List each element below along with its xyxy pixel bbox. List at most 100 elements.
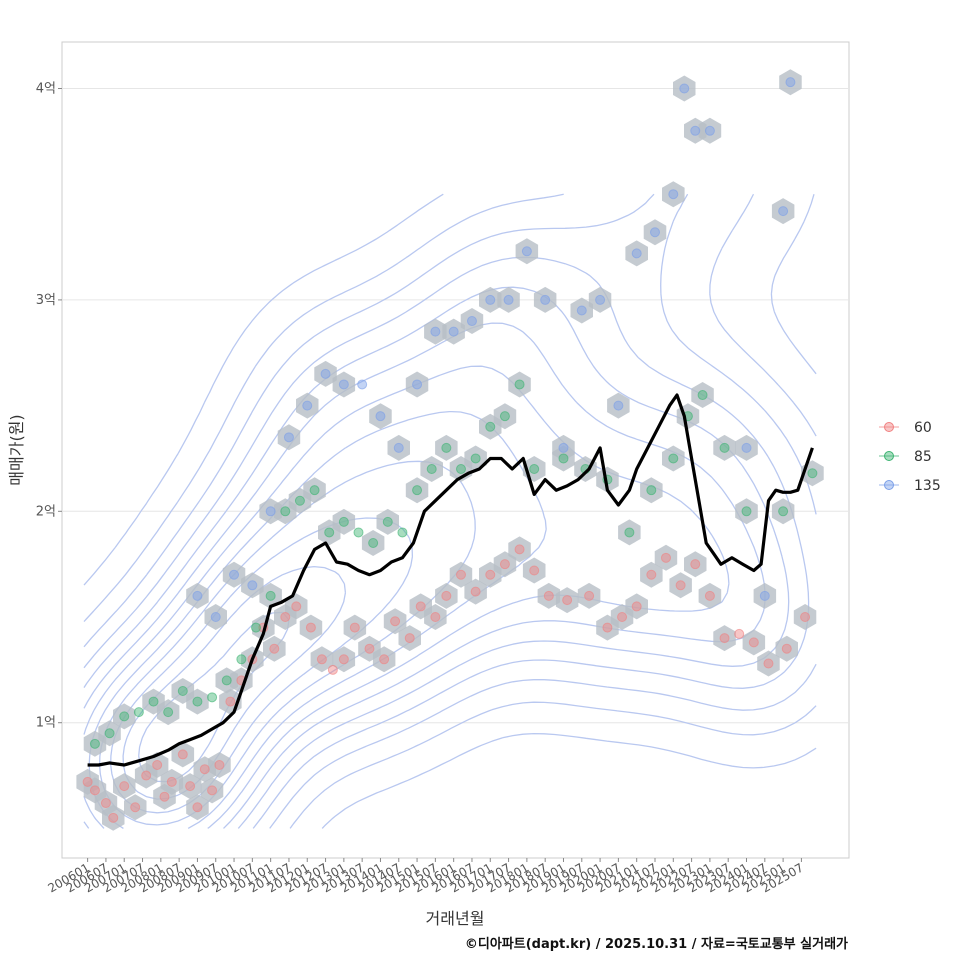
hex-bin (200, 777, 224, 804)
point-60 (166, 776, 177, 787)
point-85 (251, 622, 262, 633)
legend-key-135 (884, 480, 894, 490)
hex-bin (277, 424, 301, 451)
point-60 (214, 759, 225, 770)
point-60 (152, 759, 163, 770)
density-contour (83, 193, 817, 829)
point-85 (324, 527, 335, 538)
point-60 (781, 643, 792, 654)
hex-bin (156, 699, 180, 726)
point-85 (741, 506, 752, 517)
x-axis-ticks: 2006012006072007012007072008012008072009… (45, 858, 806, 896)
hex-bin (508, 371, 531, 398)
point-85 (778, 506, 789, 517)
hex-bin (625, 593, 648, 620)
hex-bin (332, 371, 356, 398)
density-contour (83, 365, 730, 829)
point-135 (704, 125, 715, 136)
hex-bin (493, 551, 517, 578)
point-60 (89, 785, 100, 796)
hex-bin (449, 561, 473, 588)
hex-bin (186, 794, 209, 821)
point-60 (108, 812, 119, 823)
hex-bin (332, 508, 356, 535)
point-60 (280, 612, 291, 623)
point-135 (320, 368, 331, 379)
hex-bin (435, 582, 458, 609)
point-60 (617, 612, 628, 623)
hex-bin (775, 635, 798, 662)
point-60 (159, 791, 170, 802)
hex-bin (698, 117, 722, 144)
hex-bin (793, 604, 817, 630)
hex-bin (493, 403, 517, 430)
legend-key-85 (884, 451, 894, 461)
point-85 (294, 495, 305, 506)
hex-bin (369, 403, 392, 430)
hex-bin (98, 720, 121, 747)
point-60 (192, 802, 203, 813)
hex-bin (376, 508, 399, 535)
hex-bin (691, 382, 714, 408)
hex-bin (113, 703, 136, 730)
point-60 (82, 776, 93, 787)
point-135 (302, 400, 313, 411)
hex-bin (771, 498, 795, 525)
hex-bin (398, 625, 421, 652)
hex-bin (552, 434, 575, 461)
point-60 (602, 622, 613, 633)
point-85 (668, 453, 679, 464)
hex-bin (673, 75, 696, 102)
density-contour (83, 193, 817, 829)
hex-bin (779, 69, 802, 96)
point-60 (690, 559, 701, 570)
point-85 (807, 468, 818, 479)
point-60 (225, 696, 236, 707)
legend-key-60 (884, 422, 894, 432)
hex-bin (372, 646, 396, 673)
hex-bin (113, 773, 136, 800)
point-85 (280, 506, 291, 517)
point-85 (558, 453, 569, 464)
point-60 (455, 569, 466, 580)
point-135 (668, 189, 679, 200)
point-85 (207, 692, 218, 703)
trend-line (87, 393, 814, 767)
hex-bin (263, 635, 286, 662)
point-85 (485, 421, 496, 432)
hex-bin (420, 456, 443, 482)
point-60 (207, 785, 218, 796)
point-85 (221, 675, 232, 686)
point-85 (499, 411, 510, 422)
point-60 (562, 595, 573, 606)
point-85 (426, 464, 437, 475)
hex-bins (76, 69, 824, 831)
y-tick-label: 4억 (36, 82, 56, 97)
point-85 (148, 696, 159, 707)
point-60 (499, 559, 510, 570)
hex-bin (713, 434, 736, 461)
x-axis-title: 거래년월 (426, 909, 485, 928)
hex-bin (299, 614, 323, 641)
point-60 (119, 781, 130, 792)
point-135 (741, 442, 752, 453)
point-60 (141, 770, 152, 781)
point-135 (357, 379, 368, 390)
point-60 (800, 612, 811, 623)
hex-bin (178, 773, 202, 800)
point-135 (229, 569, 240, 580)
y-tick-label: 1억 (36, 716, 56, 731)
hex-bin (515, 238, 539, 265)
point-135 (485, 294, 496, 305)
hex-bin (640, 477, 663, 504)
legend-label-60: 60 (914, 420, 932, 436)
hex-bin (497, 286, 520, 313)
point-135 (192, 590, 203, 601)
hex-bin (625, 240, 648, 267)
point-60 (130, 802, 141, 813)
hex-bin (387, 434, 410, 461)
hex-bin (596, 466, 619, 493)
point-60 (349, 622, 360, 633)
hex-bin (222, 561, 246, 588)
y-axis-title: 매매가(원) (7, 414, 26, 485)
